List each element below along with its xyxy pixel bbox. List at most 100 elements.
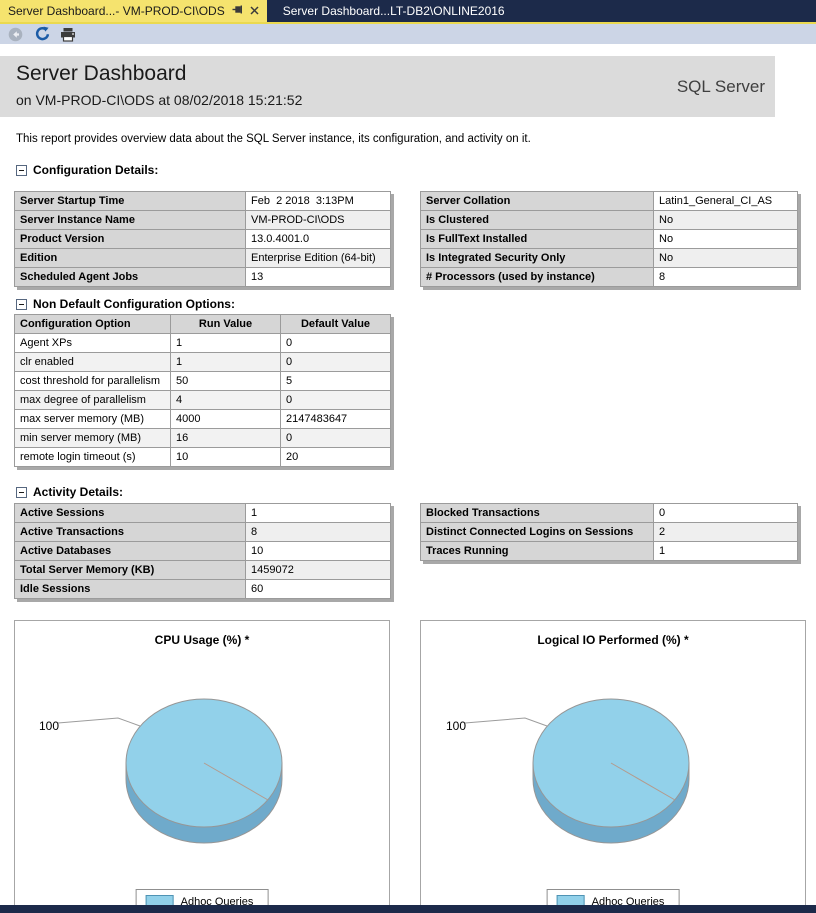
row-value: 8	[245, 522, 391, 542]
row-label: Blocked Transactions	[420, 503, 654, 523]
run-value: 4000	[170, 409, 281, 429]
table-row: Traces Running 1	[420, 541, 798, 561]
option-name: Agent XPs	[14, 333, 171, 353]
activity-right-table: Blocked Transactions 0 Distinct Connecte…	[420, 503, 798, 561]
section-non-default-options: Non Default Configuration Options:	[16, 297, 235, 311]
report-description: This report provides overview data about…	[16, 133, 531, 145]
row-value: 13.0.4001.0	[245, 229, 391, 249]
option-name: max degree of parallelism	[14, 390, 171, 410]
table-header-row: Configuration Option Run Value Default V…	[14, 314, 391, 334]
callout-line	[57, 717, 141, 727]
row-value: 1459072	[245, 560, 391, 580]
table-row: Total Server Memory (KB) 1459072	[14, 560, 391, 580]
pin-icon[interactable]	[232, 4, 243, 18]
run-value: 1	[170, 352, 281, 372]
default-value: 2147483647	[280, 409, 391, 429]
slice-boundary-line	[203, 762, 269, 801]
table-row: Active Databases 10	[14, 541, 391, 561]
chart-title: Logical IO Performed (%) *	[537, 633, 689, 647]
table-row: Server Instance Name VM-PROD-CI\ODS	[14, 210, 391, 230]
section-title: Configuration Details:	[33, 163, 159, 177]
table-row: max degree of parallelism 4 0	[14, 390, 391, 410]
row-value: Enterprise Edition (64-bit)	[245, 248, 391, 268]
row-label: Server Startup Time	[14, 191, 246, 211]
logical-io-chart: Logical IO Performed (%) * 100 Adhoc Que…	[420, 620, 806, 913]
close-icon[interactable]	[250, 4, 259, 18]
section-configuration-details: Configuration Details:	[16, 163, 158, 177]
row-value: 1	[245, 503, 391, 523]
refresh-button[interactable]	[33, 26, 50, 43]
collapse-icon[interactable]	[16, 298, 27, 310]
collapse-icon[interactable]	[16, 164, 27, 176]
pie-chart: 100	[39, 698, 283, 844]
table-row: Idle Sessions 60	[14, 579, 391, 599]
table-row: Agent XPs 1 0	[14, 333, 391, 353]
row-value: 10	[245, 541, 391, 561]
window-bottom-edge	[0, 905, 816, 913]
option-name: remote login timeout (s)	[14, 447, 171, 467]
row-value: 60	[245, 579, 391, 599]
row-label: Distinct Connected Logins on Sessions	[420, 522, 654, 542]
row-value: No	[653, 210, 798, 230]
print-button[interactable]	[59, 26, 76, 43]
row-label: Scheduled Agent Jobs	[14, 267, 246, 287]
config-left-table: Server Startup Time Feb 2 2018 3:13PM Se…	[14, 191, 391, 287]
row-value: No	[653, 229, 798, 249]
table-row: clr enabled 1 0	[14, 352, 391, 372]
row-label: Edition	[14, 248, 246, 268]
option-name: min server memory (MB)	[14, 428, 171, 448]
collapse-icon[interactable]	[16, 486, 27, 498]
row-value: 8	[653, 267, 798, 287]
report-toolbar	[0, 24, 816, 44]
row-label: Server Instance Name	[14, 210, 246, 230]
activity-left-table: Active Sessions 1 Active Transactions 8 …	[14, 503, 391, 599]
tab-server-dashboard-online2016[interactable]: Server Dashboard...LT-DB2\ONLINE2016	[275, 0, 513, 22]
table-row: max server memory (MB) 4000 2147483647	[14, 409, 391, 429]
table-row: remote login timeout (s) 10 20	[14, 447, 391, 467]
row-value: No	[653, 248, 798, 268]
callout-line	[464, 717, 548, 727]
product-name: SQL Server	[676, 77, 765, 96]
back-arrow-icon	[8, 27, 23, 41]
default-value: 5	[280, 371, 391, 391]
table-row: Server Collation Latin1_General_CI_AS	[420, 191, 798, 211]
default-value: 0	[280, 390, 391, 410]
page-title: Server Dashboard	[16, 62, 187, 85]
default-value: 0	[280, 352, 391, 372]
table-row: Edition Enterprise Edition (64-bit)	[14, 248, 391, 268]
default-value: 20	[280, 447, 391, 467]
tab-server-dashboard-ods[interactable]: Server Dashboard...- VM-PROD-CI\ODS	[0, 0, 267, 22]
report-header: Server Dashboard on VM-PROD-CI\ODS at 08…	[0, 56, 775, 117]
row-value: 0	[653, 503, 798, 523]
refresh-icon	[35, 26, 49, 41]
table-row: Active Transactions 8	[14, 522, 391, 542]
row-label: Total Server Memory (KB)	[14, 560, 246, 580]
row-label: Is Integrated Security Only	[420, 248, 654, 268]
section-activity-details: Activity Details:	[16, 485, 123, 499]
row-label: Server Collation	[420, 191, 654, 211]
run-value: 16	[170, 428, 281, 448]
row-value: 1	[653, 541, 798, 561]
table-row: Blocked Transactions 0	[420, 503, 798, 523]
row-value: Latin1_General_CI_AS	[653, 191, 798, 211]
active-tab-underline	[0, 22, 816, 24]
row-label: Active Transactions	[14, 522, 246, 542]
run-value: 1	[170, 333, 281, 353]
tab-label: Server Dashboard...- VM-PROD-CI\ODS	[8, 4, 225, 18]
data-label: 100	[446, 719, 466, 733]
slice-boundary-line	[610, 762, 676, 801]
row-label: Is FullText Installed	[420, 229, 654, 249]
cpu-usage-chart: CPU Usage (%) * 100 Adhoc Queries	[14, 620, 390, 913]
tab-label: Server Dashboard...LT-DB2\ONLINE2016	[282, 4, 505, 18]
run-value: 50	[170, 371, 281, 391]
row-value: VM-PROD-CI\ODS	[245, 210, 391, 230]
row-label: Traces Running	[420, 541, 654, 561]
run-value: 4	[170, 390, 281, 410]
back-button[interactable]	[7, 26, 24, 43]
table-row: Server Startup Time Feb 2 2018 3:13PM	[14, 191, 391, 211]
column-header: Run Value	[170, 314, 281, 334]
table-row: Is FullText Installed No	[420, 229, 798, 249]
row-label: Active Sessions	[14, 503, 246, 523]
row-label: # Processors (used by instance)	[420, 267, 654, 287]
